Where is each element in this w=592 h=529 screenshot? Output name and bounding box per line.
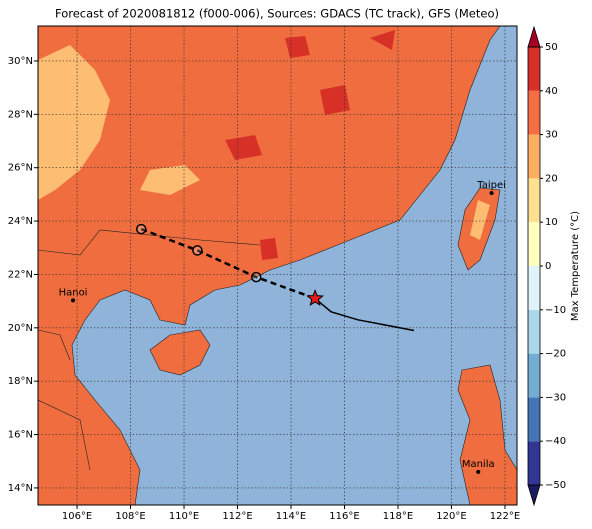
colorbar-tick-label: 20 bbox=[545, 173, 558, 184]
title: Forecast of 2020081812 (f000-006), Sourc… bbox=[55, 7, 499, 21]
colorbar-segment bbox=[528, 47, 540, 91]
x-tick-label: 110°E bbox=[169, 511, 199, 522]
colorbar-label: Max Temperature (°C) bbox=[570, 211, 581, 321]
colorbar-segment bbox=[528, 178, 540, 223]
colorbar-tick-label: −10 bbox=[545, 305, 566, 316]
forecast-point bbox=[135, 223, 147, 235]
map-frame bbox=[37, 25, 518, 506]
x-tick-label: 112°E bbox=[222, 511, 252, 522]
city-label: Taipei bbox=[476, 180, 506, 191]
past-track bbox=[314, 297, 415, 332]
colorbar-tick-label: 0 bbox=[545, 261, 551, 272]
city-label: Hanoi bbox=[59, 287, 88, 298]
colorbar-tick-label: −30 bbox=[545, 392, 566, 403]
y-tick-label: 22°N bbox=[8, 269, 33, 280]
city-marker bbox=[71, 298, 76, 303]
colorbar-tick-label: 10 bbox=[545, 217, 558, 228]
x-tick-label: 118°E bbox=[383, 511, 413, 522]
colorbar-segment bbox=[528, 397, 540, 442]
colorbar-tick-label: −20 bbox=[545, 349, 566, 360]
colorbar-segment bbox=[528, 90, 540, 135]
colorbar-tick-label: −50 bbox=[545, 480, 566, 491]
y-tick-label: 18°N bbox=[8, 376, 33, 387]
colorbar-segment bbox=[528, 309, 540, 354]
x-tick-label: 120°E bbox=[436, 511, 466, 522]
city-label: Manila bbox=[462, 459, 495, 470]
y-tick-label: 28°N bbox=[8, 109, 33, 120]
x-tick-label: 122°E bbox=[490, 511, 520, 522]
city-marker bbox=[489, 191, 494, 196]
colorbar-segment bbox=[528, 222, 540, 266]
colorbar-tick-label: 50 bbox=[545, 42, 558, 53]
colorbar-segment bbox=[528, 134, 540, 179]
colorbar-segment bbox=[528, 266, 540, 310]
colorbar-extend-high bbox=[527, 25, 541, 48]
x-tick-label: 106°E bbox=[62, 511, 92, 522]
colorbar-tick-label: −40 bbox=[545, 436, 566, 447]
forecast-point bbox=[192, 245, 203, 256]
storm-position bbox=[306, 289, 324, 307]
y-tick-label: 20°N bbox=[8, 323, 33, 334]
map-area bbox=[38, 26, 517, 505]
x-tick-label: 116°E bbox=[329, 511, 359, 522]
x-tick-label: 114°E bbox=[276, 511, 306, 522]
forecast-point bbox=[250, 271, 262, 283]
colorbar-tick-label: 30 bbox=[545, 130, 558, 141]
y-tick-label: 26°N bbox=[8, 163, 33, 174]
colorbar-segment bbox=[528, 353, 540, 398]
colorbar-tick-label: 40 bbox=[545, 86, 558, 97]
x-tick-label: 108°E bbox=[115, 511, 145, 522]
y-tick-label: 16°N bbox=[8, 430, 33, 441]
colorbar-segment bbox=[528, 441, 540, 485]
forecast-track bbox=[140, 227, 316, 300]
y-tick-label: 30°N bbox=[8, 56, 33, 67]
y-tick-label: 14°N bbox=[8, 483, 33, 494]
colorbar-extend-low bbox=[527, 484, 541, 507]
city-marker bbox=[476, 469, 481, 474]
y-tick-label: 24°N bbox=[8, 216, 33, 227]
